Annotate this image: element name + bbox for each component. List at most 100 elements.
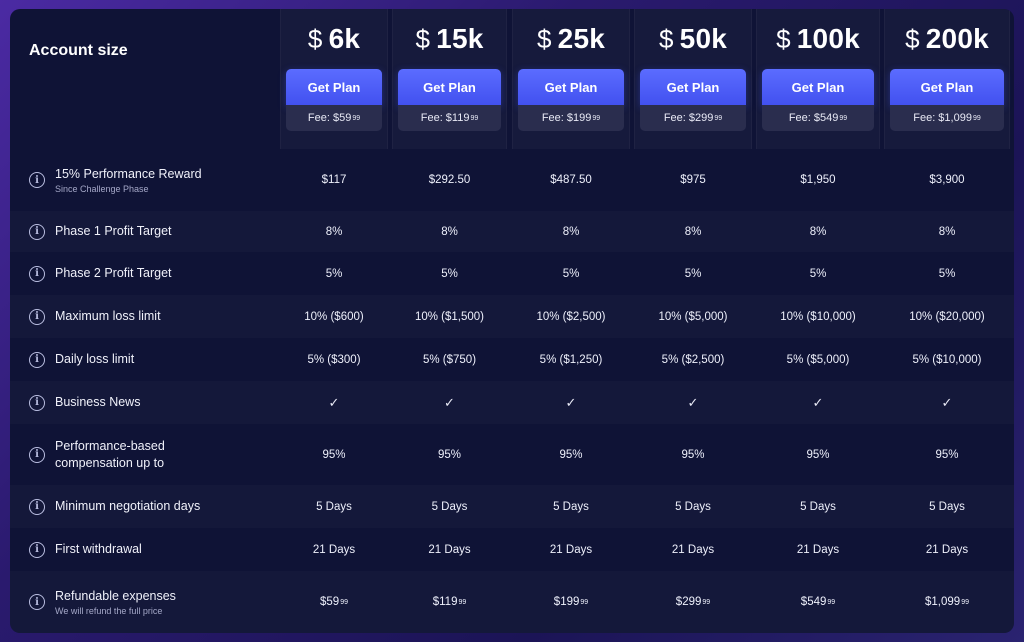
cell-value: 21 Days [312,543,356,556]
table-cell: 5% ($1,250) [518,338,624,381]
info-icon[interactable]: i [29,446,45,463]
cell-value: 5% [325,267,343,280]
info-icon[interactable]: i [29,172,45,188]
cell-value: 5 Days [675,500,711,513]
get-plan-button[interactable]: Get Plan [398,69,501,105]
cell-value: 5% ($5,000) [786,353,850,366]
row-label-text: Performance-based compensation up to [55,438,165,470]
fee-cents: 99 [592,114,601,122]
info-icon[interactable]: i [29,594,45,610]
plan-column-bg [280,9,388,149]
plan-column-bg [512,9,630,149]
info-icon[interactable]: i [29,308,45,325]
get-plan-button[interactable]: Get Plan [890,69,1004,105]
plan-column-15k: $15k Get Plan Fee: $119 99 [398,9,501,149]
get-plan-button[interactable]: Get Plan [518,69,624,105]
row-label: i Performance-based compensation up to [29,424,185,485]
table-cell: 5% ($300) [286,338,382,381]
cell-cents: 99 [827,598,836,606]
table-cell: 10% ($10,000) [762,295,874,338]
fee-text: Fee: $199 [541,112,592,124]
row-label: i Maximum loss limit [29,295,161,338]
fee-cents: 99 [972,114,981,122]
info-icon[interactable]: i [29,265,45,282]
row-label-text: 15% Performance Reward [55,167,202,181]
row-label-text: Maximum loss limit [55,309,161,323]
table-cell: ✓ [518,381,624,424]
table-cell: 8% [518,211,624,252]
get-plan-button[interactable]: Get Plan [640,69,746,105]
table-cell: 5% [398,252,501,295]
row-label-text: Daily loss limit [55,352,135,366]
cell-value: 95% [935,448,959,461]
info-icon[interactable]: i [29,351,45,368]
cell-cents: 99 [580,598,589,606]
plan-amount: $25k [537,23,605,55]
account-size-label: Account size [29,42,128,59]
cell-value: 21 Days [549,543,593,556]
cell-value: 8% [809,225,827,238]
cell-value: $549 [800,596,827,608]
currency-symbol: $ [307,24,323,54]
info-icon[interactable]: i [29,498,45,515]
plan-amount-value: 200k [925,23,989,54]
currency-symbol: $ [776,24,791,54]
table-cell: 10% ($5,000) [640,295,746,338]
table-cell: 5% [762,252,874,295]
info-icon[interactable]: i [29,541,45,558]
get-plan-button[interactable]: Get Plan [286,69,382,105]
plan-amount: $100k [776,23,860,55]
cell-value: $117 [321,174,347,186]
cell-value: 5 Days [316,500,352,513]
table-cell: ✓ [640,381,746,424]
row-label-text: Business News [55,395,141,409]
plan-column-100k: $100k Get Plan Fee: $549 99 [762,9,874,149]
plan-column-50k: $50k Get Plan Fee: $299 99 [640,9,746,149]
table-row: i 15% Performance Reward Since Challenge P… [10,149,1014,211]
table-cell: 5% [640,252,746,295]
cell-value: 5 Days [431,500,468,513]
plan-fee: Fee: $199 99 [518,105,624,131]
table-cell: 5 Days [398,485,501,528]
table-row: i Phase 2 Profit Target 5% 5% 5% 5% 5% 5% [10,252,1014,295]
check-icon: ✓ [941,394,953,410]
row-label: i Phase 2 Profit Target [29,252,172,295]
cell-value: 10% ($20,000) [909,310,985,323]
cell-value: $1,099 [925,596,961,608]
cell-value: 5 Days [929,500,965,513]
get-plan-button[interactable]: Get Plan [762,69,874,105]
table-cell: 95% [762,424,874,485]
cell-cents: 99 [340,598,348,606]
table-row: i Daily loss limit 5% ($300) 5% ($750) 5% ($… [10,338,1014,381]
table-cell: 5% [518,252,624,295]
cell-value: 21 Days [796,543,840,556]
table-cell: $299 99 [640,571,746,633]
check-icon: ✓ [812,394,824,410]
table-cell: 21 Days [518,528,624,571]
row-label-text: First withdrawal [55,542,142,556]
cell-value: 95% [559,448,583,461]
cell-value: 5% ($10,000) [912,353,982,366]
table-cell: 95% [518,424,624,485]
currency-symbol: $ [905,24,920,54]
fee-text: Fee: $1,099 [913,112,972,124]
table-cell: 21 Days [640,528,746,571]
cell-value: 10% ($600) [304,310,364,323]
cell-value: 95% [806,448,830,461]
cell-value: 5% ($1,250) [539,353,603,366]
cell-value: 8% [938,225,956,238]
table-cell: 5% [890,252,1004,295]
row-label: i Phase 1 Profit Target [29,211,172,252]
table-cell: 5% ($10,000) [890,338,1004,381]
cell-value: $1,950 [800,174,836,186]
table-cell: $119 99 [398,571,501,633]
table-cell: $199 99 [518,571,624,633]
table-row: i First withdrawal 21 Days 21 Days 21 Days 21… [10,528,1014,571]
info-icon[interactable]: i [29,394,45,411]
plan-amount: $50k [659,23,727,55]
table-cell: 8% [640,211,746,252]
table-cell: 5% [286,252,382,295]
table-cell: 10% ($20,000) [890,295,1004,338]
info-icon[interactable]: i [29,223,45,240]
table-cell: 95% [398,424,501,485]
